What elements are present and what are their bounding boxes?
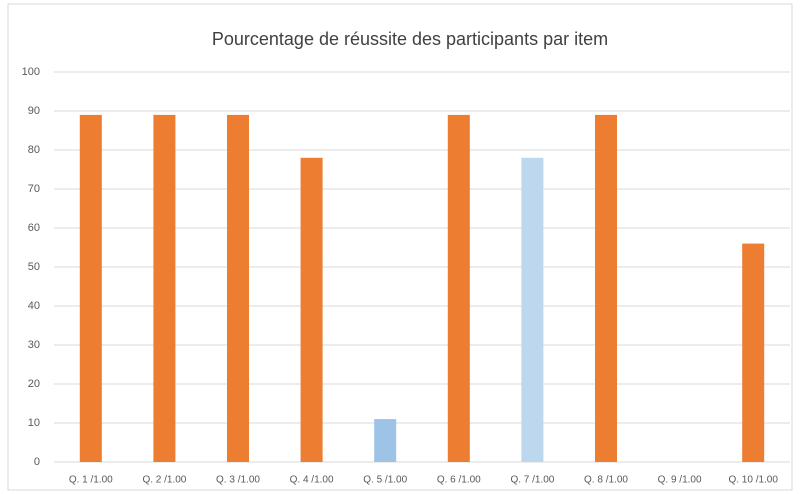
x-tick-label: Q. 6 /1.00	[437, 475, 481, 486]
y-tick-label: 30	[28, 339, 40, 351]
x-tick-label: Q. 4 /1.00	[290, 475, 334, 486]
chart-title: Pourcentage de réussite des participants…	[212, 29, 608, 49]
x-tick-label: Q. 3 /1.00	[216, 475, 260, 486]
x-tick-label: Q. 10 /1.00	[728, 475, 778, 486]
bar	[79, 114, 102, 463]
x-tick-label: Q. 8 /1.00	[584, 475, 628, 486]
y-tick-label: 100	[22, 66, 40, 78]
bar	[447, 114, 470, 463]
chart-frame	[7, 3, 793, 491]
y-tick-label: 80	[28, 144, 40, 156]
y-tick-label: 0	[34, 456, 40, 468]
y-tick-label: 70	[28, 183, 40, 195]
x-tick-label: Q. 9 /1.00	[658, 475, 702, 486]
bar	[300, 157, 323, 463]
bar	[153, 114, 176, 463]
x-tick-label: Q. 1 /1.00	[69, 475, 113, 486]
bar	[595, 114, 617, 463]
y-tick-label: 90	[28, 105, 40, 117]
x-tick-label: Q. 7 /1.00	[510, 475, 554, 486]
y-tick-label: 60	[28, 222, 40, 234]
x-tick-label: Q. 2 /1.00	[142, 475, 186, 486]
y-tick-label: 50	[28, 261, 40, 273]
bar	[374, 419, 397, 462]
y-tick-label: 40	[28, 300, 40, 312]
bar	[521, 157, 544, 463]
y-tick-label: 10	[28, 417, 40, 429]
bar	[227, 114, 249, 463]
y-tick-label: 20	[28, 378, 40, 390]
x-tick-label: Q. 5 /1.00	[363, 475, 407, 486]
bar	[742, 243, 765, 462]
